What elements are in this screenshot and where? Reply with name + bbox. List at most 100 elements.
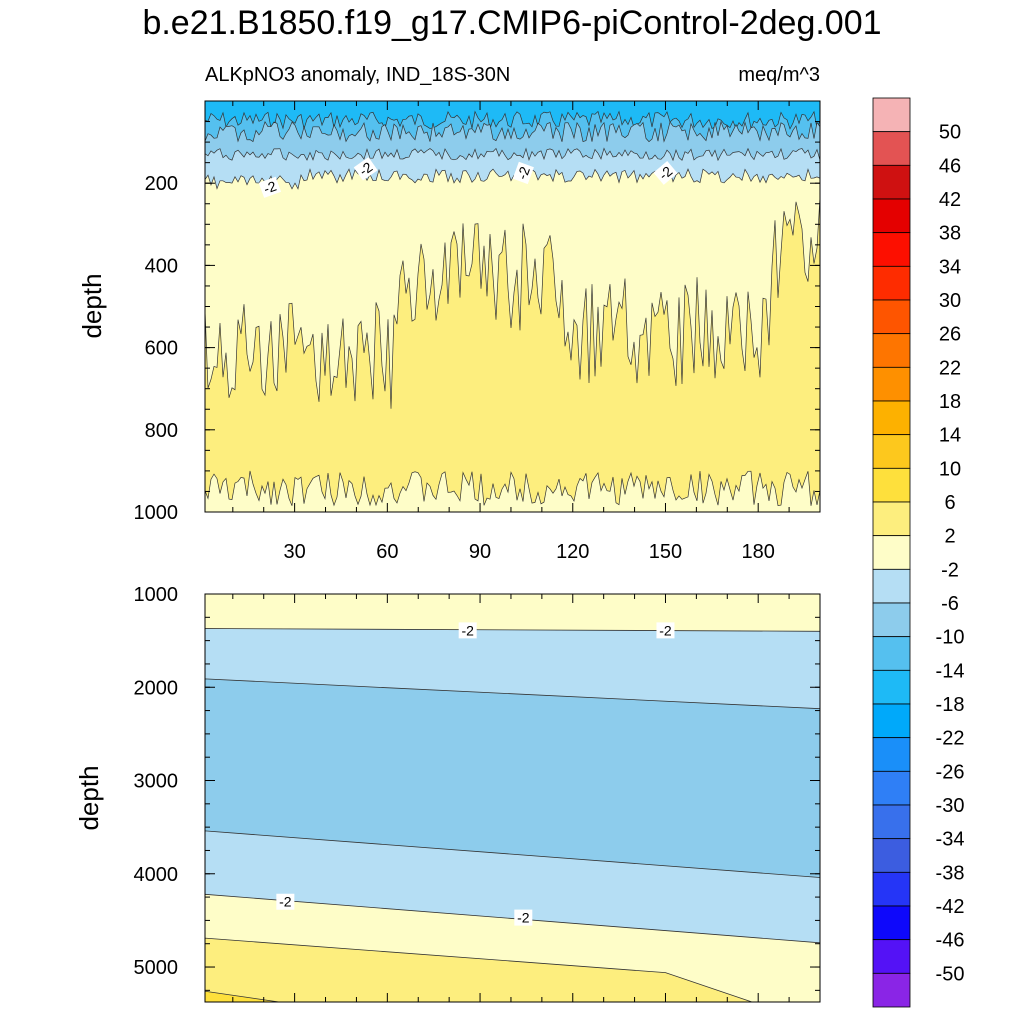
contour-label-text: -2 [514,164,533,181]
colorbar-swatch [872,770,911,806]
y-tick-label: 600 [145,338,178,360]
contour-label: -2 [514,909,533,926]
chart-title: b.e21.B1850.f19_g17.CMIP6-piControl-2deg… [142,4,881,42]
upper-plot-frame [204,100,821,513]
colorbar-label: 14 [939,425,961,447]
y-tick-label: 1000 [134,584,179,606]
contour-label-text: -2 [261,178,278,197]
colorbar-label: 6 [944,492,955,514]
contour-label-bg [458,622,477,639]
contour-label: -2 [276,893,295,910]
colorbar-swatch [872,568,911,604]
colorbar-label: -26 [936,761,965,783]
contour-label-text: -2 [279,894,292,910]
subtitle-right: meq/m^3 [738,64,820,86]
colorbar-label: 2 [944,526,955,548]
colorbar-label: -34 [936,829,965,851]
colorbar-label: 38 [939,223,961,245]
colorbar-label: -10 [936,627,965,649]
upper-contour-fill [205,101,820,512]
y-tick-label: 2000 [134,677,179,699]
colorbar-label: 46 [939,155,961,177]
colorbar-label: -22 [936,728,965,750]
colorbar-label: 10 [939,458,961,480]
colorbar-swatch [872,232,911,267]
colorbar-swatch [872,972,911,1008]
colorbar-swatch [872,400,911,436]
contour-label: -2 [512,161,534,185]
colorbar-swatch [872,636,911,671]
colorbar-label: -42 [936,896,965,918]
contour-label-bg [258,176,282,198]
x-tick-label: 120 [556,541,589,563]
colorbar-swatch [872,366,911,402]
contour-label-text: -2 [461,622,474,638]
contour-label-text: -2 [517,910,530,926]
lower-plot-frame [204,593,821,1003]
colorbar-swatch [872,131,911,166]
colorbar-swatch [872,535,911,570]
contour-label-bg [353,157,378,181]
x-tick-label: 60 [376,541,398,563]
upper-contour-labels: -2 -2 -2 -2 [258,157,678,198]
colorbar-label: 22 [939,357,961,379]
subtitle-left: ALKpNO3 anomaly, IND_18S-30N [205,64,510,86]
y-tick-label: 1000 [134,502,179,524]
y-tick-label: 800 [145,420,178,442]
contour-label: -2 [458,622,477,639]
contour-label-text: -2 [659,622,672,638]
colorbar-label: 42 [939,189,961,211]
contour-label: -2 [656,622,675,639]
x-tick-label: 150 [649,541,682,563]
colorbar-label: 30 [939,290,961,312]
colorbar-label: -14 [936,660,965,682]
x-tick-label: 90 [469,541,491,563]
upper-axis-ticks: 30 60 90 120 150 180 200 400 600 800 1000 [134,100,821,563]
lower-band-plus2 [205,937,753,1002]
colorbar-label: 50 [939,122,961,144]
colorbar-label: -46 [936,930,965,952]
colorbar-swatch [872,838,911,873]
colorbar-swatch [872,164,911,200]
upper-band-plus2 [205,196,820,512]
colorbar-swatch [872,804,911,840]
colorbar-swatch [872,333,911,368]
x-tick-label: 30 [283,541,305,563]
colorbar-label: -18 [936,694,965,716]
lower-y-axis-label: depth [74,765,104,830]
lower-panel: 1000 2000 3000 4000 5000 depth -2 -2 -2 -2 [74,584,821,1003]
colorbar-label: -38 [936,862,965,884]
colorbar-label: 18 [939,391,961,413]
colorbar-label: -2 [941,559,959,581]
colorbar-swatch [872,703,911,739]
colorbar-swatch [872,871,911,907]
colorbar-label: 26 [939,324,961,346]
upper-y-axis-label: depth [77,273,107,338]
lower-contour-fill [205,594,820,1002]
colorbar-label: 34 [939,256,961,278]
colorbar-swatch [872,97,911,133]
colorbar-label: -30 [936,795,965,817]
contour-label-bg [514,909,533,926]
contour-label-bg [656,622,675,639]
contour-label-bg [276,893,295,910]
colorbar-swatch [872,265,911,301]
upper-panel: ALKpNO3 anomaly, IND_18S-30N meq/m^3 30 6… [77,64,821,563]
colorbar-swatch [872,737,911,772]
lower-axis-ticks: 1000 2000 3000 4000 5000 [134,584,821,1002]
colorbar-swatch [872,939,911,974]
y-tick-label: 200 [145,173,178,195]
contour-label: -2 [258,176,282,198]
x-tick-label: 180 [742,541,775,563]
colorbar: 50 46 42 38 34 30 26 22 18 14 10 6 2 -2 -6 -10 -14 -18 -22… [872,97,965,1008]
y-tick-label: 400 [145,255,178,277]
y-tick-label: 5000 [134,957,179,979]
y-tick-label: 4000 [134,864,179,886]
colorbar-swatch [872,299,911,335]
colorbar-swatch [872,434,911,469]
colorbar-swatch [872,198,911,234]
colorbar-label: -6 [941,593,959,615]
colorbar-swatch [872,501,911,537]
y-tick-label: 3000 [134,771,179,793]
